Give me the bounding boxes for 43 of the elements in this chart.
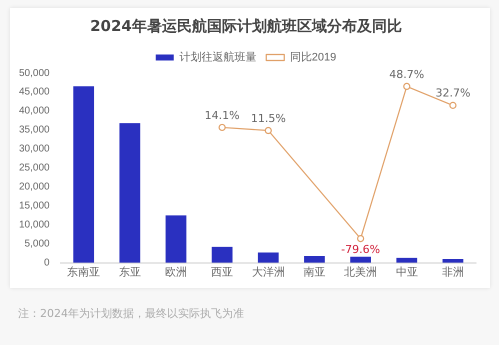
legend-label: 同比2019: [290, 50, 336, 64]
y-tick-label: 35,000: [18, 124, 50, 136]
x-tick-label: 西亚: [211, 266, 234, 278]
point: [357, 235, 364, 242]
x-tick-label: 东亚: [118, 265, 141, 278]
x-tick-label: 中亚: [396, 265, 418, 278]
y-tick-label: 20,000: [18, 182, 50, 193]
y-tick-label: 0: [44, 258, 50, 269]
bar: [396, 258, 418, 263]
y-tick-label: 5,000: [24, 238, 50, 250]
bar: [258, 252, 279, 263]
x-tick-label: 大洋洲: [252, 265, 285, 278]
y-tick-label: 45,000: [18, 86, 50, 98]
bar: [73, 86, 94, 263]
x-tick-label: 非洲: [442, 265, 464, 278]
bar: [119, 123, 140, 263]
point: [449, 102, 457, 109]
y-tick-label: 30,000: [18, 144, 50, 155]
text: 注：2024年为计划数据，最终以实际执飞为准: [18, 306, 244, 321]
y-tick-label: 25,000: [18, 162, 50, 174]
y-tick-label: 15,000: [18, 200, 50, 212]
point: [218, 124, 226, 132]
y-tick-label: 50,000: [18, 68, 50, 79]
y-tick-label: 10,000: [18, 220, 50, 231]
point: [403, 82, 410, 90]
data-label: -79.6%: [341, 242, 380, 256]
bar: [212, 246, 233, 263]
point: [264, 126, 272, 134]
bar: [166, 215, 186, 263]
chart-title: 2024年暑运民航国际计划航班区域分布及同比: [90, 16, 402, 35]
x-tick-label: 南亚: [303, 265, 326, 278]
x-tick-label: 东南亚: [67, 265, 100, 278]
legend-label: 计划往返航班量: [179, 50, 256, 64]
y-tick-label: 40,000: [18, 106, 50, 117]
bar: [304, 256, 325, 263]
data-label: 48.7%: [389, 68, 424, 81]
bar: [350, 256, 371, 263]
bar: [442, 259, 464, 263]
data-label: 14.1%: [204, 108, 240, 122]
data-label: 11.5%: [250, 112, 286, 125]
x-tick-label: 北美洲: [344, 265, 378, 278]
data-label: 32.7%: [435, 86, 470, 100]
x-tick-label: 欧洲: [164, 265, 187, 278]
